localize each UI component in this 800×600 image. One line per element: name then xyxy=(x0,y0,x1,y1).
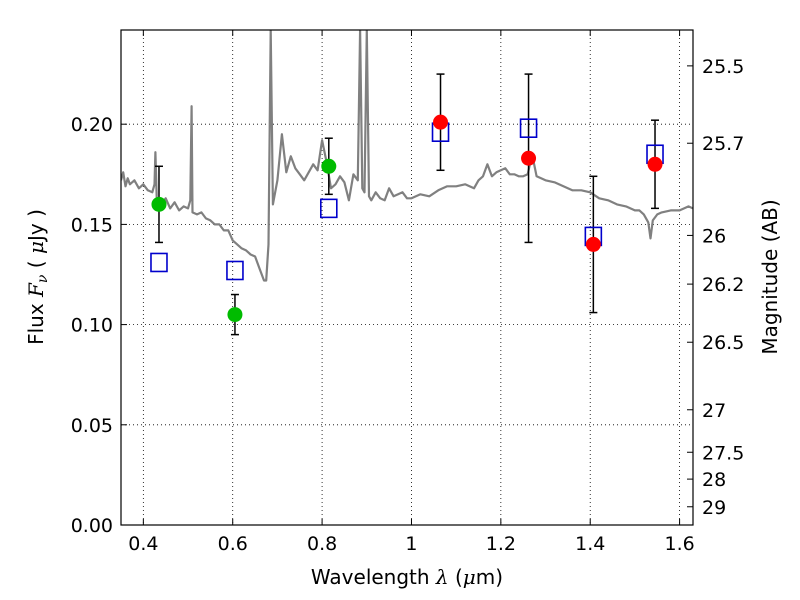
x-axis-label: Wavelength λ (μm) xyxy=(311,565,503,589)
y-tick-label: 0.20 xyxy=(71,114,113,136)
y-axis-label: Flux Fν ( μJy ) xyxy=(24,209,51,345)
data-point xyxy=(151,196,167,212)
mag-tick-label: 25.7 xyxy=(702,133,744,155)
x-tick-label: 0.8 xyxy=(307,533,337,555)
plot-frame xyxy=(120,29,694,526)
x-tick-label: 0.6 xyxy=(218,533,248,555)
data-point xyxy=(433,114,449,130)
data-point xyxy=(521,150,537,166)
x-tick-label: 1.2 xyxy=(486,533,516,555)
grid xyxy=(121,30,693,525)
x-tick-label: 1.6 xyxy=(664,533,694,555)
y-tick-label: 0.05 xyxy=(71,415,113,437)
x-tick-label: 1.4 xyxy=(575,533,605,555)
data-point xyxy=(227,307,243,323)
data-point xyxy=(321,158,337,174)
y-tick-label: 0.10 xyxy=(71,315,113,337)
model-point xyxy=(519,118,538,138)
data-point xyxy=(647,156,663,172)
data-point xyxy=(585,236,601,252)
mag-tick-label: 27.5 xyxy=(702,442,744,464)
y-tick-label: 0.00 xyxy=(71,515,113,537)
mag-tick-label: 26 xyxy=(702,225,726,247)
x-tick-label: 0.4 xyxy=(128,533,158,555)
mag-tick-label: 28 xyxy=(702,469,726,491)
mag-tick-label: 29 xyxy=(702,497,726,519)
y2-axis-label: Magnitude (AB) xyxy=(758,199,782,354)
mag-tick-label: 27 xyxy=(702,400,726,422)
marker-layer xyxy=(150,73,664,336)
spectrum-layer xyxy=(121,30,693,282)
model-point xyxy=(319,198,338,219)
mag-tick-label: 26.2 xyxy=(702,274,744,296)
ticks: 0.4 0.6 0.8 1 1.2 1.4 1.6 0.00 0.05 0.10 0.15 0.20 2… xyxy=(71,30,744,555)
mag-tick-label: 25.5 xyxy=(702,56,744,78)
spectrum-line xyxy=(121,30,693,282)
mag-tick-label: 26.5 xyxy=(702,332,744,354)
model-point xyxy=(150,252,168,273)
x-tick-label: 1 xyxy=(405,533,417,555)
model-point xyxy=(226,260,244,281)
y-tick-label: 0.15 xyxy=(71,214,113,236)
